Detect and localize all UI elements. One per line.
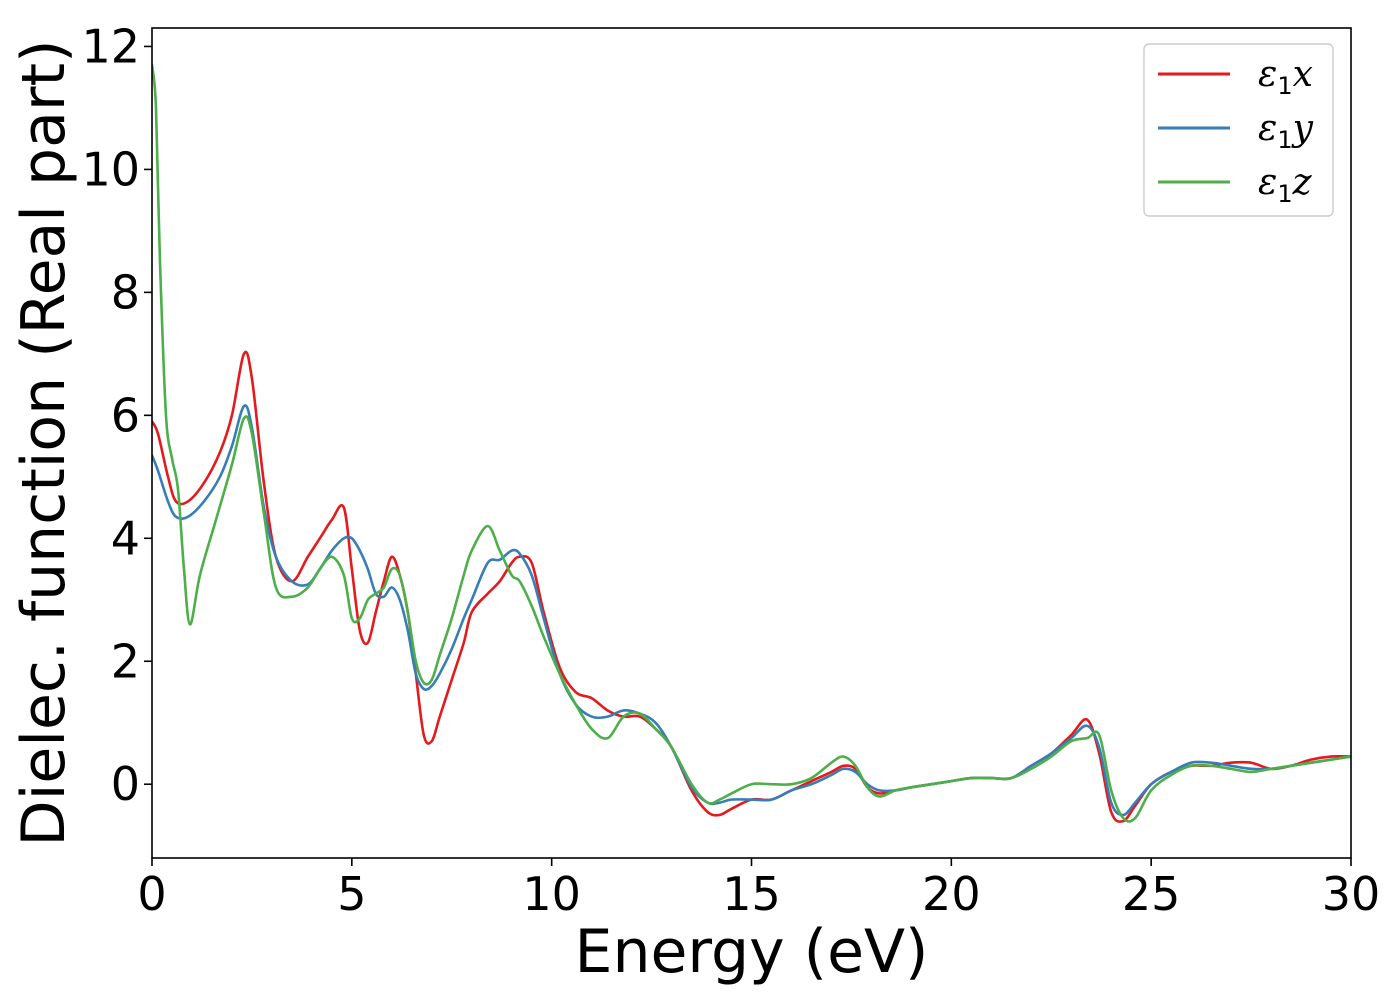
- legend-item-z: ε1z: [1158, 162, 1313, 208]
- x-axis-label: Energy (eV): [575, 917, 929, 987]
- legend-label: ε1y: [1258, 108, 1314, 154]
- series-line-x: [152, 350, 1351, 823]
- series-layer: [152, 63, 1351, 823]
- x-tick-label: 0: [137, 867, 166, 921]
- series-line-z: [152, 63, 1351, 823]
- x-tick-label: 30: [1322, 867, 1381, 921]
- x-tick-label: 20: [922, 867, 981, 921]
- x-tick-label: 10: [522, 867, 581, 921]
- y-axis-label: Dielec. function (Real part): [9, 40, 79, 847]
- y-tick-label: 0: [111, 757, 140, 811]
- x-tick-label: 15: [722, 867, 781, 921]
- y-tick-label: 4: [111, 511, 140, 565]
- legend-label: ε1z: [1258, 162, 1313, 208]
- axis-ticks: 0 5 10 15 20 25 30 0 2 4 6 8 10 12: [81, 19, 1380, 921]
- legend-box: [1143, 43, 1334, 217]
- y-tick-label: 12: [81, 19, 140, 73]
- y-tick-label: 6: [111, 388, 140, 442]
- y-tick-label: 8: [111, 265, 140, 319]
- legend-label: ε1x: [1258, 54, 1313, 100]
- x-tick-label: 25: [1122, 867, 1181, 921]
- legend: ε1x ε1y ε1z: [1143, 43, 1334, 217]
- y-tick-label: 2: [111, 634, 140, 688]
- legend-item-y: ε1y: [1158, 108, 1314, 154]
- x-tick-label: 5: [337, 867, 366, 921]
- y-tick-label: 10: [81, 142, 140, 196]
- series-line-y: [152, 404, 1351, 817]
- legend-item-x: ε1x: [1158, 54, 1313, 100]
